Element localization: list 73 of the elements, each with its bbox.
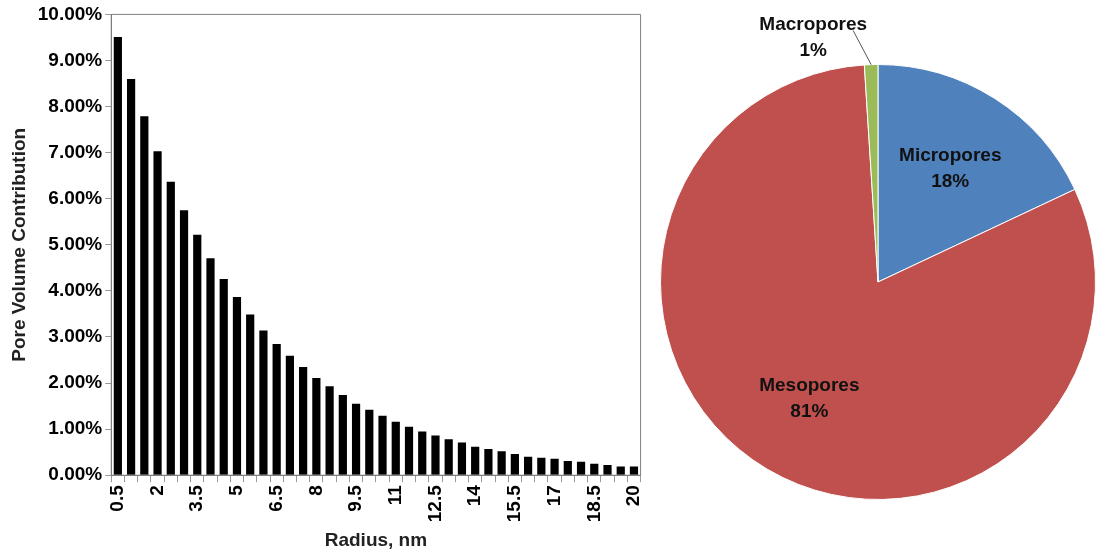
y-tick-label: 3.00%: [48, 325, 103, 347]
x-tick-label: 6.5: [264, 484, 286, 512]
bar: [272, 343, 281, 475]
x-tick-label: 20: [622, 485, 644, 507]
bar: [365, 409, 374, 475]
bar: [179, 210, 189, 475]
y-tick-label: 1.00%: [48, 417, 103, 439]
bar: [563, 460, 572, 475]
x-tick-label: 17: [542, 485, 564, 507]
y-tick-label: 8.00%: [48, 94, 103, 116]
bar: [391, 421, 400, 475]
y-axis-title: Pore Volume Contribution: [7, 127, 29, 362]
x-tick-label: 8: [304, 485, 326, 496]
bar: [576, 461, 586, 475]
bar: [338, 395, 347, 475]
bar: [140, 116, 149, 475]
bar: [126, 78, 136, 475]
bar: [206, 258, 215, 475]
x-tick-label: 5: [225, 484, 247, 496]
bar: [378, 415, 387, 475]
bar: [404, 426, 414, 475]
x-tick-label: 14: [463, 484, 485, 507]
bar: [471, 446, 480, 475]
bar: [193, 234, 202, 475]
bar: [259, 330, 268, 475]
slice-label: Mesopores: [759, 374, 860, 396]
slice-label: Micropores: [899, 144, 1002, 166]
bar: [537, 457, 546, 475]
x-tick-label: 11: [384, 484, 405, 506]
y-tick-label: 10.00%: [37, 2, 103, 24]
bar: [510, 454, 519, 475]
bar: [153, 151, 162, 475]
data-label: 81%: [790, 400, 829, 422]
bar: [484, 448, 493, 475]
bar: [550, 458, 559, 475]
data-label: 18%: [931, 170, 970, 192]
bar: [497, 451, 506, 475]
bar: [232, 296, 242, 475]
bar: [616, 466, 625, 475]
y-tick-label: 2.00%: [48, 371, 103, 393]
x-tick-label: 15.5: [503, 484, 525, 523]
bar: [166, 181, 175, 475]
bar: [457, 442, 467, 475]
bar: [629, 466, 639, 475]
x-axis-title: Radius, nm: [324, 528, 428, 550]
slice-label: Macropores: [759, 12, 868, 34]
bar: [524, 456, 533, 475]
y-tick-label: 9.00%: [48, 48, 103, 70]
x-tick-label: 2: [145, 485, 167, 496]
y-tick-label: 6.00%: [48, 186, 103, 208]
x-tick-label: 0.5: [106, 484, 128, 512]
bar: [325, 386, 334, 475]
x-tick-label: 3.5: [185, 484, 207, 512]
bar: [285, 355, 294, 475]
bar: [590, 463, 599, 475]
bar: [444, 439, 453, 475]
x-tick-label: 18.5: [582, 484, 604, 523]
bar: [219, 278, 228, 475]
bar: [603, 465, 612, 475]
y-tick-label: 7.00%: [48, 140, 103, 162]
y-tick-label: 4.00%: [48, 279, 103, 301]
x-tick-label: 9.5: [344, 484, 366, 512]
bar: [431, 435, 440, 475]
data-label: 1%: [799, 38, 827, 60]
x-tick-label: 12.5: [423, 484, 445, 523]
bar: [351, 403, 361, 475]
bar: [312, 377, 321, 475]
y-tick-label: 5.00%: [48, 233, 103, 255]
y-tick-label: 0.00%: [48, 463, 103, 485]
bar: [299, 366, 308, 475]
bar: [113, 36, 122, 475]
bar: [246, 314, 255, 475]
bar: [418, 431, 427, 475]
